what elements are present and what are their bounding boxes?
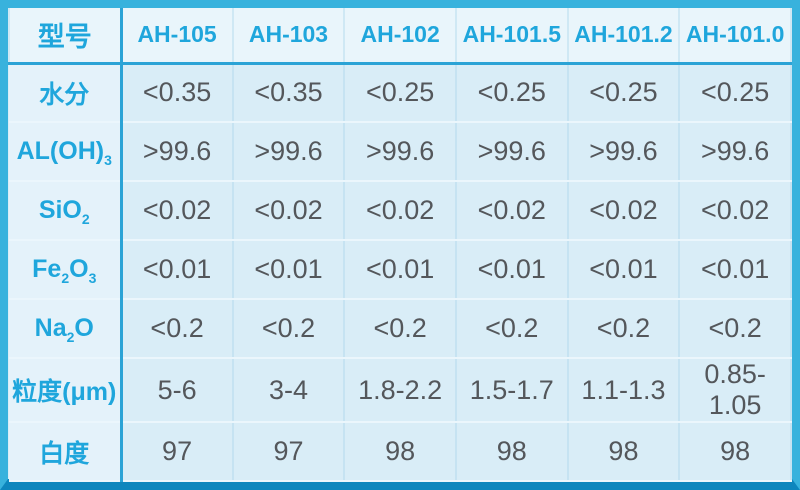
value-cell-moisture: <0.25 — [678, 62, 792, 123]
label-text: 白度 — [39, 439, 90, 468]
label-text: 水分 — [39, 80, 90, 109]
value-cell-al-oh-3: >99.6 — [454, 121, 569, 182]
value-cell-sio2: <0.02 — [454, 180, 569, 241]
row-label-na2o: Na2O — [9, 298, 123, 359]
value-cell-moisture: <0.25 — [566, 62, 681, 123]
value-cell-al-oh-3: >99.6 — [678, 121, 792, 182]
label-text: O — [74, 314, 94, 342]
value-cell-sio2: <0.02 — [343, 180, 457, 241]
value-cell-particle-size: 1.8-2.2 — [343, 357, 457, 423]
table-body: 水分 <0.35 <0.35 <0.25 <0.25 <0.25 <0.25 AL(OH)3 >… — [9, 62, 792, 482]
label-text: O — [69, 255, 89, 283]
value-cell-moisture: <0.25 — [343, 62, 457, 123]
value-cell-whiteness: 98 — [343, 421, 457, 482]
value-cell-sio2: <0.02 — [678, 180, 792, 241]
value-cell-na2o: <0.2 — [120, 298, 234, 359]
value-cell-na2o: <0.2 — [343, 298, 457, 359]
label-text: 粒度(μm) — [12, 378, 117, 406]
value-cell-whiteness: 97 — [120, 421, 234, 482]
value-cell-sio2: <0.02 — [231, 180, 346, 241]
table-row-moisture: 水分 <0.35 <0.35 <0.25 <0.25 <0.25 <0.25 — [9, 62, 792, 123]
label-text: Na — [34, 314, 67, 342]
value-cell-na2o: <0.2 — [566, 298, 681, 359]
value-cell-whiteness: 97 — [231, 421, 346, 482]
value-cell-na2o: <0.2 — [678, 298, 792, 359]
table-header: 型号 AH-105 AH-103 AH-102 AH-101.5 AH-101.2 AH-… — [8, 8, 792, 65]
subscript-text: 2 — [81, 211, 90, 227]
value-cell-particle-size: 3-4 — [231, 357, 346, 423]
subscript-text: 2 — [66, 329, 75, 345]
row-label-whiteness: 白度 — [9, 421, 123, 482]
table-row-na2o: Na2O <0.2 <0.2 <0.2 <0.2 <0.2 <0.2 — [9, 298, 792, 359]
value-cell-moisture: <0.25 — [454, 62, 569, 123]
column-header-ah-102: AH-102 — [343, 8, 457, 65]
row-label-particle-size: 粒度(μm) — [9, 357, 123, 423]
row-label-fe2o3: Fe2O3 — [9, 239, 123, 300]
column-header-ah-101.2: AH-101.2 — [566, 8, 681, 65]
value-cell-fe2o3: <0.01 — [231, 239, 346, 300]
value-cell-sio2: <0.02 — [566, 180, 681, 241]
column-header-ah-101.0: AH-101.0 — [678, 8, 792, 65]
value-cell-whiteness: 98 — [678, 421, 792, 482]
row-label-moisture: 水分 — [9, 62, 123, 123]
value-cell-fe2o3: <0.01 — [678, 239, 792, 300]
column-header-ah-101.5: AH-101.5 — [454, 8, 569, 65]
row-label-sio2: SiO2 — [9, 180, 123, 241]
label-text: SiO — [38, 196, 82, 224]
value-cell-fe2o3: <0.01 — [343, 239, 457, 300]
value-cell-whiteness: 98 — [566, 421, 681, 482]
value-cell-moisture: <0.35 — [120, 62, 234, 123]
value-cell-fe2o3: <0.01 — [120, 239, 234, 300]
table-row-whiteness: 白度 97 97 98 98 98 98 — [9, 421, 792, 482]
value-cell-particle-size: 0.85-1.05 — [678, 357, 792, 423]
value-cell-moisture: <0.35 — [231, 62, 346, 123]
value-cell-particle-size: 1.1-1.3 — [566, 357, 681, 423]
value-cell-particle-size: 1.5-1.7 — [454, 357, 569, 423]
value-cell-al-oh-3: >99.6 — [120, 121, 234, 182]
value-cell-particle-size: 5-6 — [120, 357, 234, 423]
value-cell-na2o: <0.2 — [454, 298, 569, 359]
subscript-text: 3 — [88, 270, 97, 286]
table-row-fe2o3: Fe2O3 <0.01 <0.01 <0.01 <0.01 <0.01 <0.01 — [9, 239, 792, 300]
label-text: Fe — [32, 255, 62, 283]
column-header-ah-103: AH-103 — [231, 8, 346, 65]
value-cell-fe2o3: <0.01 — [566, 239, 681, 300]
header-row: 型号 AH-105 AH-103 AH-102 AH-101.5 AH-101.2 AH-… — [8, 8, 792, 65]
label-text: AL(OH) — [16, 137, 105, 165]
table-row-al-oh-3: AL(OH)3 >99.6 >99.6 >99.6 >99.6 >99.6 >99.6 — [9, 121, 792, 182]
value-cell-fe2o3: <0.01 — [454, 239, 569, 300]
product-spec-table: 型号 AH-105 AH-103 AH-102 AH-101.5 AH-101.2 AH-… — [8, 8, 792, 482]
corner-header-model: 型号 — [8, 8, 123, 65]
column-header-ah-105: AH-105 — [120, 8, 234, 65]
value-cell-al-oh-3: >99.6 — [343, 121, 457, 182]
value-cell-na2o: <0.2 — [231, 298, 346, 359]
table-row-particle-size: 粒度(μm) 5-6 3-4 1.8-2.2 1.5-1.7 1.1-1.3 0.85-1.… — [9, 357, 792, 423]
subscript-text: 2 — [61, 270, 70, 286]
table-row-sio2: SiO2 <0.02 <0.02 <0.02 <0.02 <0.02 <0.02 — [9, 180, 792, 241]
value-cell-whiteness: 98 — [454, 421, 569, 482]
subscript-text: 3 — [104, 152, 112, 168]
value-cell-al-oh-3: >99.6 — [231, 121, 346, 182]
row-label-al-oh-3: AL(OH)3 — [9, 121, 123, 182]
value-cell-al-oh-3: >99.6 — [566, 121, 681, 182]
value-cell-sio2: <0.02 — [120, 180, 234, 241]
